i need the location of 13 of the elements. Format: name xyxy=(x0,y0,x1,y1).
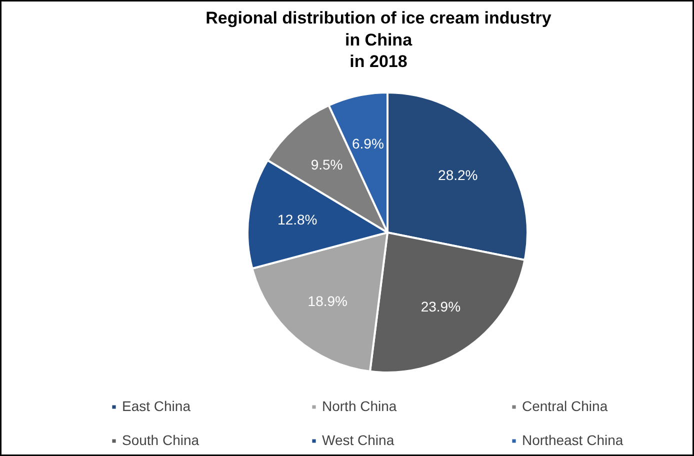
data-label: 28.2% xyxy=(438,166,478,183)
legend-label: Central China xyxy=(522,398,609,414)
legend-label: West China xyxy=(322,432,396,448)
legend-label: North China xyxy=(322,398,398,414)
chart-title: Regional distribution of ice cream industry in China in 2018 xyxy=(206,8,552,72)
legend-label: South China xyxy=(122,432,200,448)
data-label: 6.9% xyxy=(352,136,384,152)
legend-label: East China xyxy=(122,398,192,414)
data-label: 23.9% xyxy=(420,298,461,314)
data-label: 9.5% xyxy=(310,156,343,173)
data-label: 18.9% xyxy=(308,293,348,310)
legend-label: Northeast China xyxy=(522,432,624,448)
data-label: 12.8% xyxy=(278,212,318,228)
